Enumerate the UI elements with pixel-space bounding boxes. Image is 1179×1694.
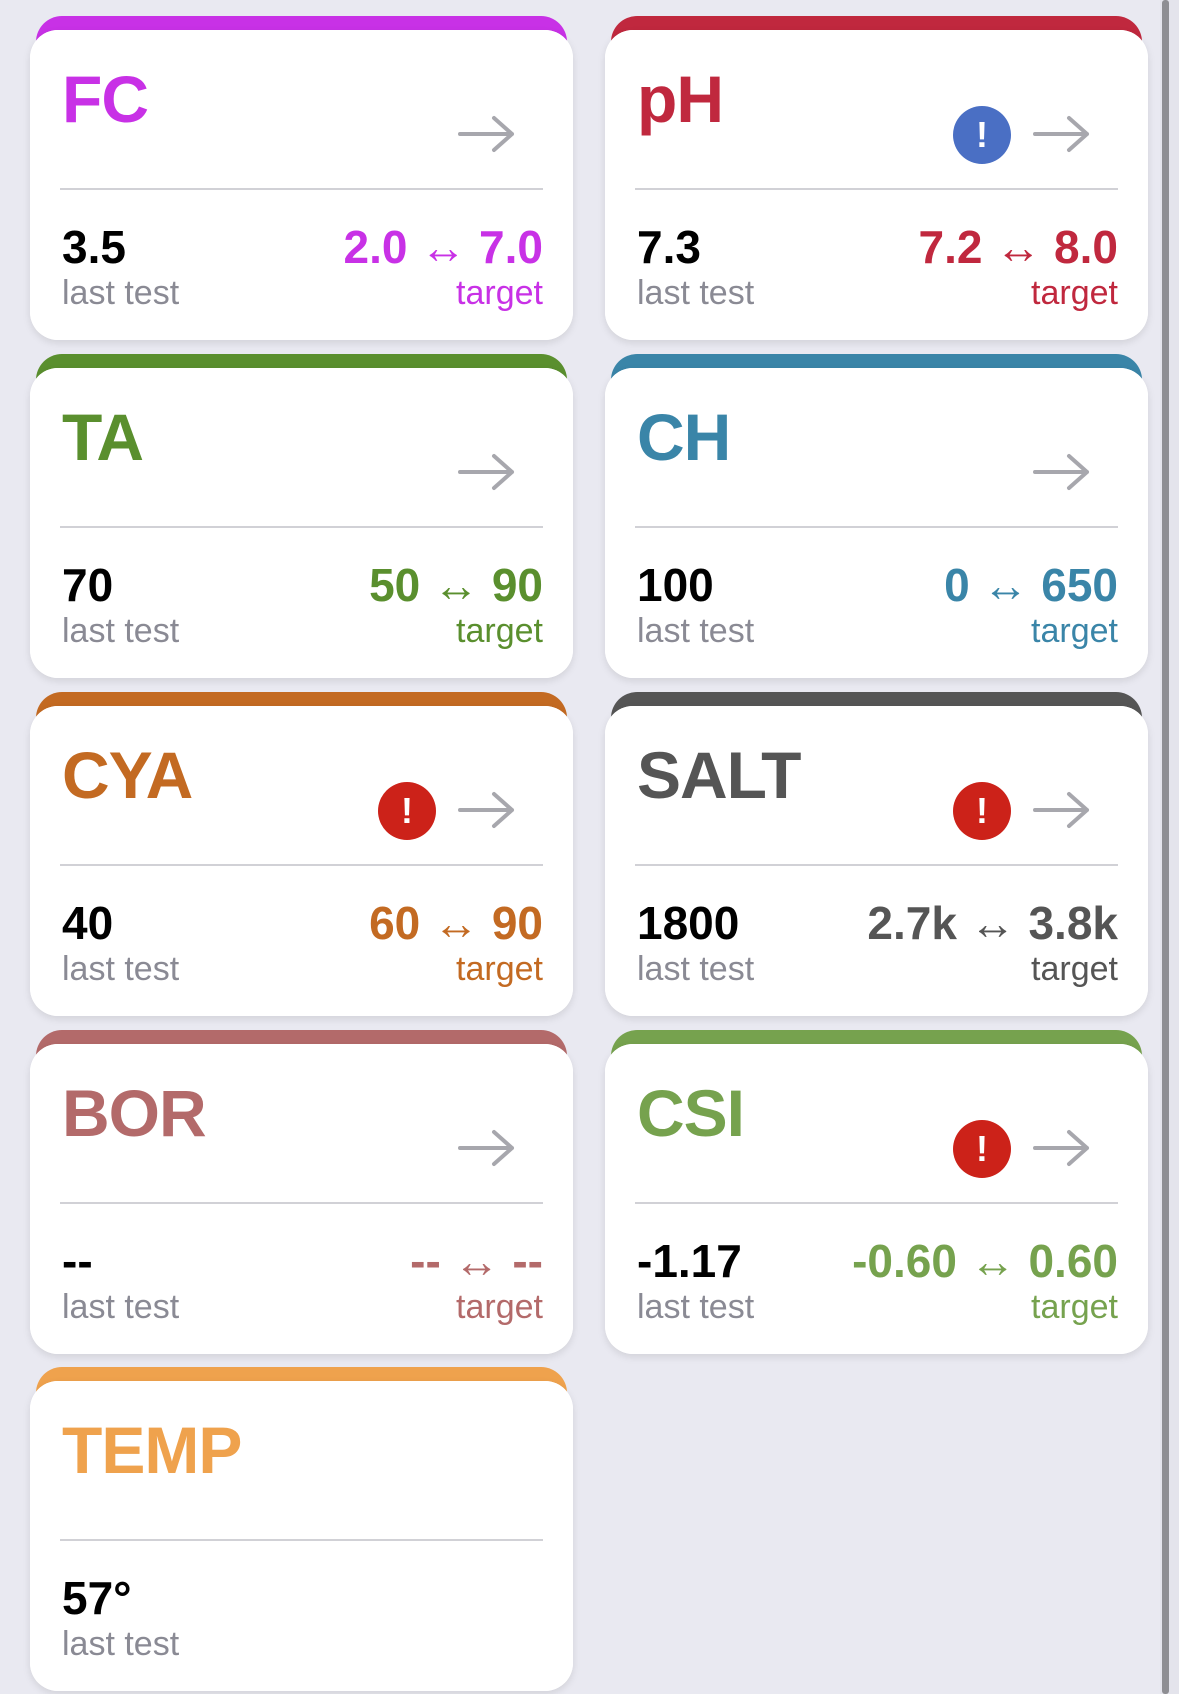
last-test-label: last test — [62, 1288, 180, 1326]
arrow-right-icon[interactable] — [1033, 114, 1091, 154]
target-label: target — [456, 1288, 543, 1326]
target-label: target — [1031, 1288, 1118, 1326]
card-title: BOR — [62, 1076, 207, 1150]
last-test-value: -1.17 — [637, 1235, 742, 1287]
card-title: CSI — [637, 1076, 745, 1150]
card-title: CYA — [62, 738, 193, 812]
card-ch[interactable]: CH 100 last test 0 ↔ 650 target — [605, 354, 1148, 678]
last-test-label: last test — [62, 950, 180, 988]
alert-icon[interactable]: ! — [953, 1120, 1011, 1178]
card-salt[interactable]: SALT! 1800 last test 2.7k ↔ 3.8k target — [605, 692, 1148, 1016]
card-title: CH — [637, 400, 731, 474]
alert-icon[interactable]: ! — [378, 782, 436, 840]
target-range: 0 ↔ 650 — [944, 559, 1118, 611]
last-test-label: last test — [637, 274, 755, 312]
arrow-right-icon[interactable] — [1033, 790, 1091, 830]
card-ph[interactable]: pH! 7.3 last test 7.2 ↔ 8.0 target — [605, 16, 1148, 340]
arrow-right-icon[interactable] — [458, 452, 516, 492]
card-title: TEMP — [62, 1413, 242, 1487]
scrollbar-thumb[interactable] — [1162, 0, 1169, 1694]
card-title: FC — [62, 62, 149, 136]
arrow-right-icon[interactable] — [458, 790, 516, 830]
card-ta[interactable]: TA 70 last test 50 ↔ 90 target — [30, 354, 573, 678]
card-title: TA — [62, 400, 144, 474]
last-test-value: -- — [62, 1235, 93, 1287]
divider — [60, 526, 543, 528]
divider — [60, 1202, 543, 1204]
last-test-label: last test — [62, 1625, 180, 1663]
target-range: 60 ↔ 90 — [369, 897, 543, 949]
arrow-right-icon[interactable] — [1033, 1128, 1091, 1168]
last-test-label: last test — [637, 612, 755, 650]
last-test-value: 7.3 — [637, 221, 701, 273]
target-label: target — [1031, 274, 1118, 312]
divider — [635, 188, 1118, 190]
card-fc[interactable]: FC 3.5 last test 2.0 ↔ 7.0 target — [30, 16, 573, 340]
last-test-label: last test — [637, 950, 755, 988]
target-range: 2.0 ↔ 7.0 — [343, 221, 543, 273]
divider — [60, 864, 543, 866]
target-range: 7.2 ↔ 8.0 — [918, 221, 1118, 273]
arrow-right-icon[interactable] — [458, 1128, 516, 1168]
arrow-right-icon[interactable] — [1033, 452, 1091, 492]
alert-icon[interactable]: ! — [953, 106, 1011, 164]
card-title: pH — [637, 62, 724, 136]
divider — [60, 1539, 543, 1541]
divider — [60, 188, 543, 190]
last-test-label: last test — [62, 274, 180, 312]
last-test-label: last test — [62, 612, 180, 650]
target-label: target — [456, 274, 543, 312]
last-test-value: 40 — [62, 897, 114, 949]
divider — [635, 1202, 1118, 1204]
target-range: 50 ↔ 90 — [369, 559, 543, 611]
card-bor[interactable]: BOR -- last test -- ↔ -- target — [30, 1030, 573, 1354]
target-range: -- ↔ -- — [410, 1235, 543, 1287]
last-test-value: 70 — [62, 559, 114, 611]
target-range: -0.60 ↔ 0.60 — [852, 1235, 1118, 1287]
divider — [635, 864, 1118, 866]
last-test-value: 100 — [637, 559, 714, 611]
card-csi[interactable]: CSI! -1.17 last test -0.60 ↔ 0.60 target — [605, 1030, 1148, 1354]
last-test-value: 1800 — [637, 897, 740, 949]
target-label: target — [456, 950, 543, 988]
card-title: SALT — [637, 738, 801, 812]
target-label: target — [1031, 950, 1118, 988]
card-temp[interactable]: TEMP 57° last test — [30, 1367, 573, 1691]
arrow-right-icon[interactable] — [458, 114, 516, 154]
target-label: target — [1031, 612, 1118, 650]
divider — [635, 526, 1118, 528]
target-range: 2.7k ↔ 3.8k — [867, 897, 1118, 949]
last-test-value: 57° — [62, 1572, 132, 1624]
alert-icon[interactable]: ! — [953, 782, 1011, 840]
card-cya[interactable]: CYA! 40 last test 60 ↔ 90 target — [30, 692, 573, 1016]
last-test-value: 3.5 — [62, 221, 126, 273]
target-label: target — [456, 612, 543, 650]
last-test-label: last test — [637, 1288, 755, 1326]
